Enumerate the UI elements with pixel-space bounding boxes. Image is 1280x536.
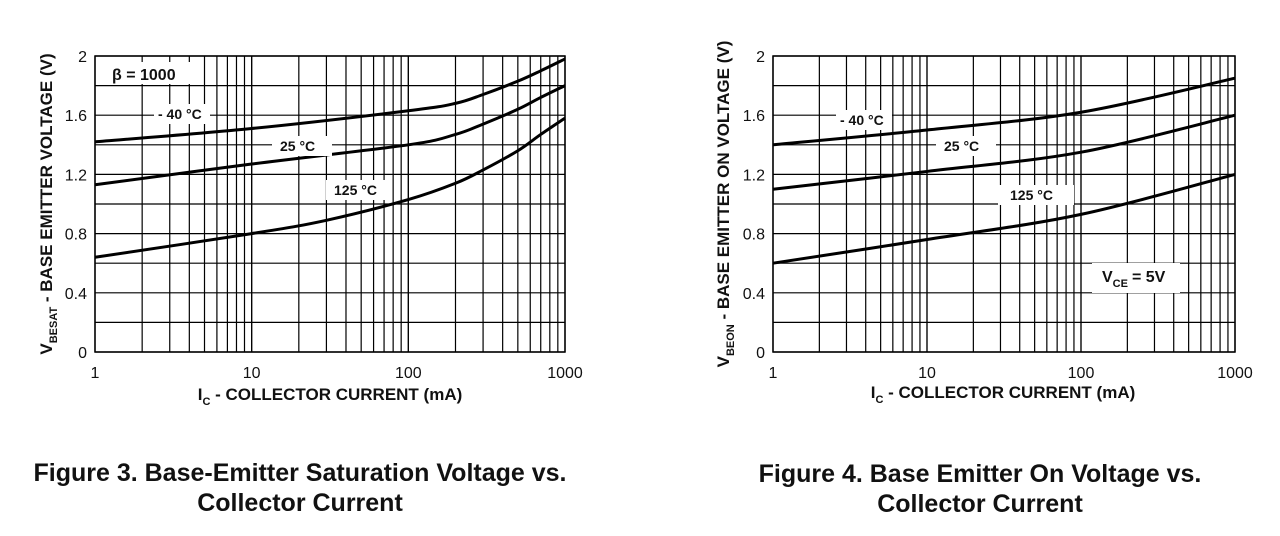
y-tick-label: 1.2 (65, 167, 87, 184)
x-tick-label: 1 (769, 365, 778, 382)
figure-4-curves (772, 76, 1236, 265)
figure-3-series-label-125: 125 °C (334, 182, 377, 198)
y-tick-label: 0.8 (743, 227, 765, 244)
figure-4-x-axis-title: IC - COLLECTOR CURRENT (mA) (871, 383, 1136, 406)
figure-4-y-axis-title: VBEON - BASE EMITTER ON VOLTAGE (V) (714, 41, 737, 368)
y-tick-label: 0.8 (65, 227, 87, 244)
series-curve-1 (94, 84, 566, 187)
figure-4-series-label-m40: - 40 °C (840, 112, 884, 128)
figure-3-plot-frame (94, 55, 566, 353)
y-tick-label: 2 (78, 49, 87, 66)
x-tick-label: 100 (1068, 365, 1095, 382)
figure-4-series-label-125: 125 °C (1010, 187, 1053, 203)
figure-3-label-bg-25 (272, 136, 332, 156)
x-tick-label: 100 (395, 365, 422, 382)
figure-3-beta-annotation: β = 1000 (112, 67, 176, 84)
figure-4-plot-frame (772, 55, 1236, 353)
figure-4-caption: Figure 4. Base Emitter On Voltage vs. Co… (690, 459, 1270, 519)
series-curve-1 (772, 113, 1236, 191)
y-tick-label: 1.6 (743, 108, 765, 125)
figure-3-label-bg-m40 (154, 104, 210, 124)
figure-3-annotation-bg (100, 62, 196, 84)
figure-4-annotation-bg (1092, 263, 1180, 293)
y-tick-label: 0.4 (743, 286, 765, 303)
y-tick-label: 1.6 (65, 108, 87, 125)
figure-3-caption-line2: Collector Current (197, 489, 403, 517)
figure-3-caption: Figure 3. Base-Emitter Saturation Voltag… (10, 458, 590, 518)
figure-3-series-label-m40: - 40 °C (158, 106, 202, 122)
figure-3-label-bg-125 (326, 180, 392, 200)
figure-3-curves (94, 57, 566, 259)
figure-4-label-bg-25 (936, 136, 996, 156)
figure-3-ticks: 1 10 100 1000 0 0.4 0.8 1.2 1.6 2 (65, 49, 583, 382)
figure-4-vce-annotation: VCE = 5V (1102, 269, 1166, 290)
x-tick-label: 1000 (547, 365, 583, 382)
series-curve-2 (772, 172, 1236, 265)
figure-4-series-label-25: 25 °C (944, 138, 979, 154)
figure-4-caption-line2: Collector Current (877, 490, 1083, 518)
x-tick-label: 10 (243, 365, 261, 382)
figure-3-caption-line1: Figure 3. Base-Emitter Saturation Voltag… (33, 459, 567, 487)
figure-3-y-axis-title: VBESAT - BASE EMITTER VOLTAGE (V) (37, 53, 60, 354)
series-curve-0 (772, 76, 1236, 147)
figure-4-label-bg-125 (998, 185, 1074, 205)
y-tick-label: 1.2 (743, 167, 765, 184)
figure-4-chart: 1 10 100 1000 0 0.4 0.8 1.2 1.6 2 - 40 °C 25 °C 1… (714, 41, 1253, 406)
figure-4-label-bg-m40 (836, 110, 892, 130)
figure-3-chart: 1 10 100 1000 0 0.4 0.8 1.2 1.6 2 β = 1000 - 40 °… (37, 49, 583, 408)
x-tick-label: 10 (918, 365, 936, 382)
figure-4-ticks: 1 10 100 1000 0 0.4 0.8 1.2 1.6 2 (743, 49, 1253, 382)
figure-3-grid (94, 55, 566, 353)
x-tick-label: 1000 (1217, 365, 1253, 382)
figure-3-series-label-25: 25 °C (280, 138, 315, 154)
y-tick-label: 0 (78, 345, 87, 362)
x-tick-label: 1 (91, 365, 100, 382)
y-tick-label: 0.4 (65, 286, 87, 303)
figure-3-x-axis-title: IC - COLLECTOR CURRENT (mA) (198, 385, 463, 408)
y-tick-label: 0 (756, 345, 765, 362)
y-tick-label: 2 (756, 49, 765, 66)
figure-4-caption-line1: Figure 4. Base Emitter On Voltage vs. (758, 460, 1202, 488)
series-curve-0 (94, 57, 566, 144)
series-curve-2 (94, 116, 566, 259)
